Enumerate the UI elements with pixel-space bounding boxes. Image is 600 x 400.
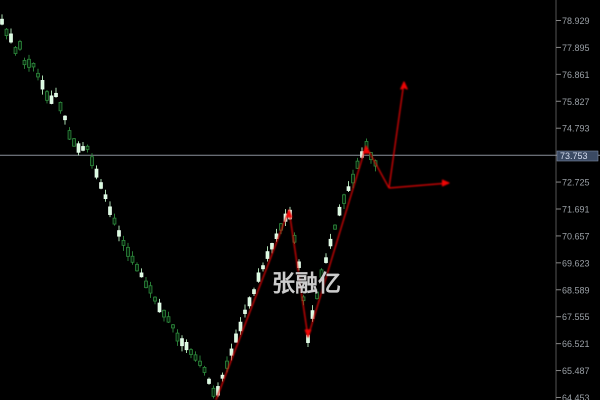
- svg-text:77.895: 77.895: [562, 43, 590, 53]
- svg-text:70.657: 70.657: [562, 231, 590, 241]
- svg-text:67.555: 67.555: [562, 312, 590, 322]
- svg-text:64.453: 64.453: [562, 393, 590, 400]
- svg-text:69.623: 69.623: [562, 258, 590, 268]
- svg-text:71.691: 71.691: [562, 204, 590, 214]
- svg-text:66.521: 66.521: [562, 339, 590, 349]
- svg-text:73.753: 73.753: [560, 151, 588, 161]
- svg-text:72.725: 72.725: [562, 178, 590, 188]
- svg-text:65.487: 65.487: [562, 366, 590, 376]
- svg-text:75.827: 75.827: [562, 97, 590, 107]
- svg-text:76.861: 76.861: [562, 70, 590, 80]
- svg-text:74.793: 74.793: [562, 124, 590, 134]
- svg-text:68.589: 68.589: [562, 285, 590, 295]
- svg-text:78.929: 78.929: [562, 16, 590, 26]
